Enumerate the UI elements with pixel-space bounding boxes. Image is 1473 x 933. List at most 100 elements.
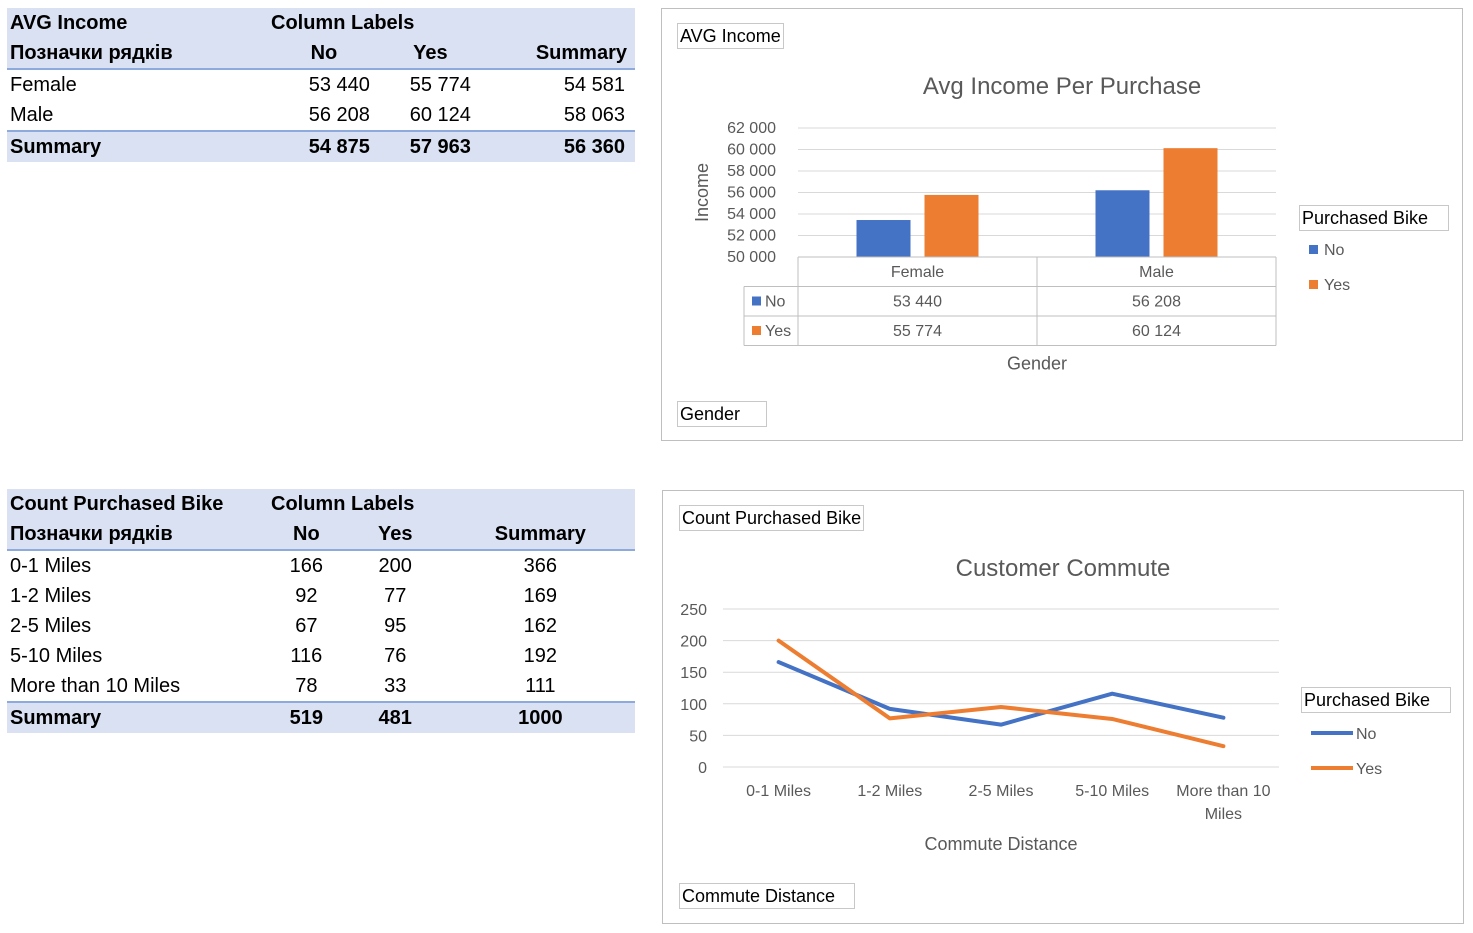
summary-value[interactable]: 481 (344, 701, 446, 733)
bar-yes (924, 194, 979, 257)
col-header-summary[interactable]: Summary (480, 38, 635, 70)
cell-value[interactable]: 162 (523, 614, 558, 637)
row-label[interactable]: More than 10 Miles (10, 674, 181, 697)
row-label[interactable]: 2-5 Miles (10, 614, 92, 637)
legend-key-yes (752, 326, 761, 335)
table-row: 1-2 Miles 92 77 169 (7, 581, 635, 611)
x-tick-label: Female (891, 264, 944, 281)
data-table-series-label: Yes (765, 323, 791, 340)
row-label[interactable]: 1-2 Miles (10, 584, 92, 607)
cell-value[interactable]: 60 124 (409, 103, 471, 126)
legend-key-no (752, 296, 761, 306)
col-header-yes[interactable]: Yes (344, 519, 446, 551)
customer-commute-chart-panel[interactable]: Count Purchased Bike Commute Distance Pu… (662, 490, 1464, 924)
value-field-button[interactable]: Count Purchased Bike (679, 505, 865, 531)
legend-marker-yes (1309, 280, 1318, 289)
col-header-summary[interactable]: Summary (445, 519, 635, 551)
cell-value[interactable]: 54 581 (563, 73, 625, 96)
cell-value[interactable]: 192 (523, 644, 558, 667)
cell-value[interactable]: 56 208 (308, 103, 370, 126)
x-axis-label: Gender (1007, 354, 1067, 374)
legend-field-button[interactable]: Purchased Bike (1301, 687, 1451, 713)
series-line-yes (776, 638, 1226, 749)
pivot-subheader-row: Позначки рядків No Yes Summary (7, 519, 635, 551)
y-tick-label: 52 000 (727, 228, 776, 245)
bar-no (856, 220, 911, 257)
summary-value[interactable]: 57 963 (379, 130, 481, 162)
y-tick-label: 50 (689, 728, 707, 745)
summary-value[interactable]: 519 (268, 701, 345, 733)
line-chart: Customer Commute 0 50 100 150 200 250 0-1 Miles… (680, 555, 1382, 854)
pivot-corner-label[interactable]: AVG Income (7, 8, 268, 38)
summary-value[interactable]: 54 875 (268, 130, 380, 162)
pivot-subheader-row: Позначки рядків No Yes Summary (7, 38, 635, 70)
x-tick-label: More than 10 (1176, 783, 1270, 800)
cell-value[interactable]: 76 (384, 644, 407, 667)
legend-field-button[interactable]: Purchased Bike (1299, 205, 1449, 231)
legend-label: Yes (1324, 277, 1350, 294)
row-label[interactable]: Male (10, 103, 54, 126)
col-header-no[interactable]: No (268, 38, 380, 70)
axis-field-button[interactable]: Gender (677, 401, 767, 427)
row-labels-header[interactable]: Позначки рядків (7, 519, 268, 551)
table-row: More than 10 Miles 78 33 111 (7, 671, 635, 702)
cell-value[interactable]: 33 (384, 674, 407, 697)
pivot-corner-label[interactable]: Count Purchased Bike (7, 489, 268, 519)
row-labels-header[interactable]: Позначки рядків (7, 38, 268, 70)
legend-label: No (1324, 242, 1345, 259)
axis-field-button[interactable]: Commute Distance (679, 883, 855, 909)
data-table-value: 55 774 (893, 323, 942, 340)
cell-value[interactable]: 200 (378, 554, 412, 577)
y-tick-label: 60 000 (727, 142, 776, 159)
column-labels-header[interactable]: Column Labels (268, 8, 635, 38)
cell-value[interactable]: 58 063 (563, 103, 625, 126)
y-tick-label: 250 (680, 602, 707, 619)
value-field-button[interactable]: AVG Income (677, 23, 784, 49)
cell-value[interactable]: 111 (525, 674, 556, 697)
pivot-header-row: AVG Income Column Labels (7, 8, 635, 38)
legend-marker-no (1309, 245, 1318, 254)
data-table-value: 56 208 (1132, 294, 1181, 311)
cell-value[interactable]: 169 (523, 584, 558, 607)
y-tick-label: 150 (680, 665, 707, 682)
summary-label[interactable]: Summary (7, 701, 268, 733)
summary-value[interactable]: 56 360 (480, 130, 635, 162)
col-header-yes[interactable]: Yes (379, 38, 481, 70)
x-tick-label: 2-5 Miles (969, 783, 1034, 800)
cell-value[interactable]: 77 (384, 584, 407, 607)
avg-income-chart-panel[interactable]: AVG Income Gender Purchased Bike Avg Inc… (661, 8, 1463, 441)
cell-value[interactable]: 95 (384, 614, 407, 637)
row-label[interactable]: 5-10 Miles (10, 644, 103, 667)
cell-value[interactable]: 366 (523, 554, 558, 577)
cell-value[interactable]: 116 (290, 644, 323, 667)
summary-value[interactable]: 1000 (445, 701, 635, 733)
avg-income-pivot-table: AVG Income Column Labels Позначки рядків… (7, 8, 635, 162)
pivot-header-row: Count Purchased Bike Column Labels (7, 489, 635, 519)
row-label[interactable]: 0-1 Miles (10, 554, 92, 577)
col-header-no[interactable]: No (268, 519, 345, 551)
y-tick-label: 0 (698, 760, 707, 777)
y-tick-label: 50 000 (727, 249, 776, 266)
data-table-value: 60 124 (1132, 323, 1181, 340)
cell-value[interactable]: 92 (295, 584, 318, 607)
bar-yes (1163, 148, 1218, 257)
cell-value[interactable]: 166 (289, 554, 324, 577)
y-tick-label: 56 000 (727, 185, 776, 202)
data-table-series-label: No (765, 294, 786, 311)
x-tick-label: Miles (1205, 806, 1242, 823)
bar-no (1095, 190, 1150, 257)
y-tick-label: 54 000 (727, 206, 776, 223)
series-line-no (776, 660, 1226, 727)
cell-value[interactable]: 78 (295, 674, 318, 697)
row-label[interactable]: Female (10, 73, 77, 96)
summary-label[interactable]: Summary (7, 130, 268, 162)
count-purchased-pivot-table: Count Purchased Bike Column Labels Позна… (7, 489, 635, 733)
cell-value[interactable]: 67 (295, 614, 318, 637)
data-table-value: 53 440 (893, 294, 942, 311)
column-labels-header[interactable]: Column Labels (268, 489, 635, 519)
x-tick-label: 5-10 Miles (1075, 783, 1149, 800)
cell-value[interactable]: 55 774 (409, 73, 471, 96)
cell-value[interactable]: 53 440 (308, 73, 370, 96)
table-row: Female 53 440 55 774 54 581 (7, 69, 635, 100)
legend-label: Yes (1356, 761, 1382, 778)
